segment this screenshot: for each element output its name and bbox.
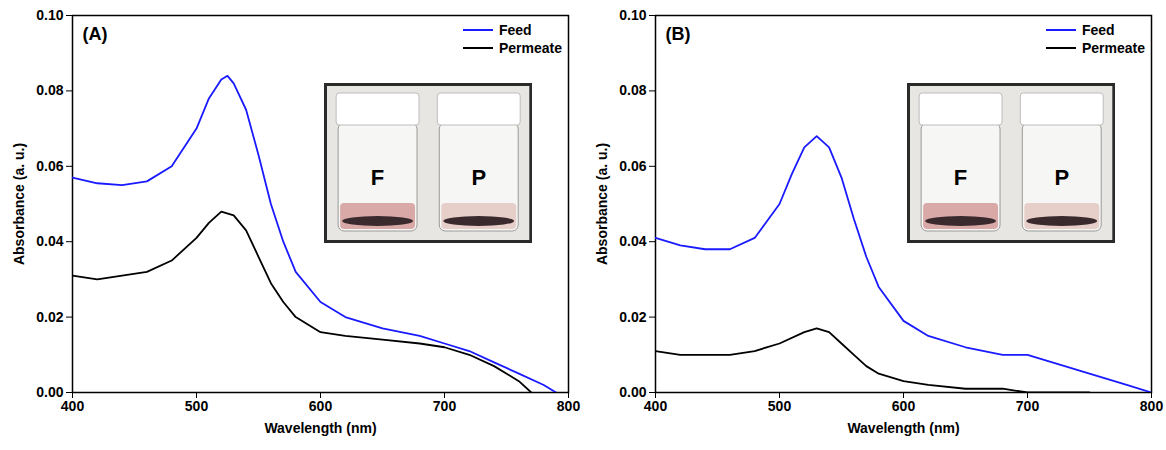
html-text:Feed: Feed [1082,22,1115,38]
svg-text:0.08: 0.08 [619,82,646,98]
svg-text:0.10: 0.10 [619,7,646,23]
svg-text:0.10: 0.10 [36,7,63,23]
svg-text:0.04: 0.04 [619,233,646,249]
svg-text:F: F [371,165,384,190]
svg-text:Absorbance (a. u.): Absorbance (a. u.) [594,143,610,265]
svg-text:0.02: 0.02 [619,309,646,325]
svg-text:P: P [471,165,486,190]
svg-text:0.00: 0.00 [619,384,646,400]
svg-text:600: 600 [892,398,916,414]
svg-text:0.00: 0.00 [36,384,63,400]
svg-text:500: 500 [768,398,792,414]
svg-text:600: 600 [309,398,333,414]
svg-text:700: 700 [1016,398,1040,414]
svg-text:(A): (A) [83,24,108,44]
svg-text:500: 500 [185,398,209,414]
svg-text:800: 800 [1140,398,1164,414]
html-text:Permeate: Permeate [1082,40,1145,56]
svg-text:400: 400 [61,398,85,414]
svg-text:P: P [1054,165,1069,190]
svg-text:0.06: 0.06 [619,158,646,174]
svg-text:700: 700 [433,398,457,414]
svg-text:F: F [954,165,967,190]
html-text:Permeate: Permeate [499,40,562,56]
svg-text:0.06: 0.06 [36,158,63,174]
svg-text:Absorbance (a. u.): Absorbance (a. u.) [11,143,27,265]
svg-text:0.02: 0.02 [36,309,63,325]
svg-text:Wavelength (nm): Wavelength (nm) [847,420,959,436]
html-text:Feed: Feed [499,22,532,38]
svg-text:400: 400 [644,398,668,414]
svg-text:0.04: 0.04 [36,233,63,249]
svg-text:0.08: 0.08 [36,82,63,98]
svg-text:800: 800 [557,398,581,414]
svg-text:Wavelength (nm): Wavelength (nm) [264,420,376,436]
svg-text:(B): (B) [666,24,691,44]
